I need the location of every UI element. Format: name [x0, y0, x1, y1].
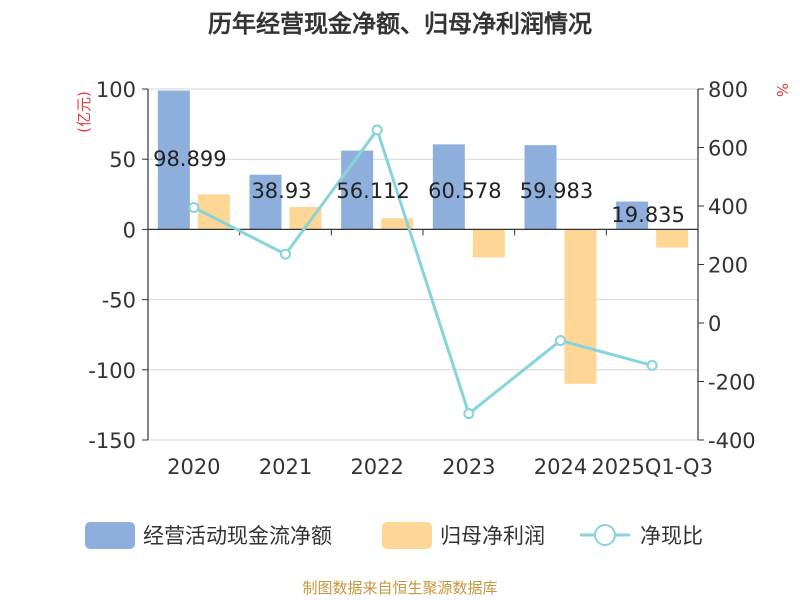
bar-cashflow — [432, 144, 465, 230]
x-tick-label: 2023 — [442, 455, 495, 479]
bar-net-profit — [381, 218, 414, 230]
ratio-point — [188, 201, 200, 213]
bar-net-profit — [564, 229, 597, 384]
y-axis-right-label: % — [773, 83, 791, 97]
x-tick-label: 2024 — [534, 455, 587, 479]
legend-swatch-cashflow — [85, 522, 135, 549]
legend-label-ratio: 净现比 — [640, 524, 703, 548]
y-left-tick-label: -50 — [102, 289, 136, 313]
legend-label-net-profit: 归母净利润 — [440, 524, 545, 548]
y-left-tick-label: -150 — [88, 429, 136, 453]
bar-cashflow — [524, 145, 557, 230]
bar-net-profit — [472, 229, 505, 258]
data-label: 60.578 — [428, 179, 501, 203]
ratio-point — [280, 248, 291, 260]
data-label: 59.983 — [520, 179, 593, 203]
x-tick-label: 2021 — [259, 455, 312, 479]
y-axis-left-label: (亿元) — [75, 91, 93, 133]
bar-cashflow — [249, 174, 282, 230]
legend-swatch-net-profit — [382, 522, 432, 549]
ratio-line-path — [193, 126, 653, 417]
bar-cashflow — [341, 150, 374, 230]
bars — [157, 90, 689, 384]
y-left-tick-label: 100 — [96, 78, 136, 102]
y-right-tick-label: -200 — [708, 371, 756, 395]
axes: 100500-50-100-1508006004002000-200-40020… — [88, 78, 755, 479]
y-right-tick-label: -400 — [708, 429, 756, 453]
x-tick-label: 2025Q1-Q3 — [591, 455, 713, 479]
legend: 经营活动现金流净额 归母净利润 净现比 — [85, 522, 703, 549]
y-left-tick-label: 0 — [123, 218, 136, 242]
ratio-point — [371, 124, 383, 136]
ratio-point — [646, 359, 658, 371]
data-label: 98.899 — [153, 147, 226, 171]
data-label: 56.112 — [336, 179, 409, 203]
y-left-tick-label: -100 — [88, 359, 136, 383]
y-right-tick-label: 0 — [708, 312, 721, 336]
data-label: 38.93 — [251, 179, 311, 203]
bar-cashflow — [616, 201, 649, 230]
y-right-tick-label: 400 — [708, 195, 748, 219]
ratio-line — [188, 124, 658, 420]
grid-lines — [148, 88, 698, 441]
y-left-tick-label: 50 — [109, 148, 136, 172]
x-tick-label: 2022 — [350, 455, 403, 479]
bar-net-profit — [289, 206, 322, 230]
y-right-tick-label: 200 — [708, 254, 748, 278]
ratio-point — [463, 408, 475, 420]
bar-net-profit — [656, 229, 689, 248]
data-label: 19.835 — [611, 203, 684, 227]
ratio-point — [555, 335, 566, 347]
legend-marker-ratio — [594, 524, 616, 546]
y-right-tick-label: 600 — [708, 137, 748, 161]
data-labels: 98.899 38.93 56.112 60.578 59.983 19.835 — [153, 147, 685, 227]
legend-label-cashflow: 经营活动现金流净额 — [143, 524, 332, 548]
chart-title: 历年经营现金净额、归母净利润情况 — [208, 10, 592, 38]
y-right-tick-label: 800 — [708, 78, 748, 102]
x-tick-label: 2020 — [167, 455, 220, 479]
source-note: 制图数据来自恒生聚源数据库 — [302, 579, 497, 597]
bar-cashflow — [157, 90, 190, 230]
